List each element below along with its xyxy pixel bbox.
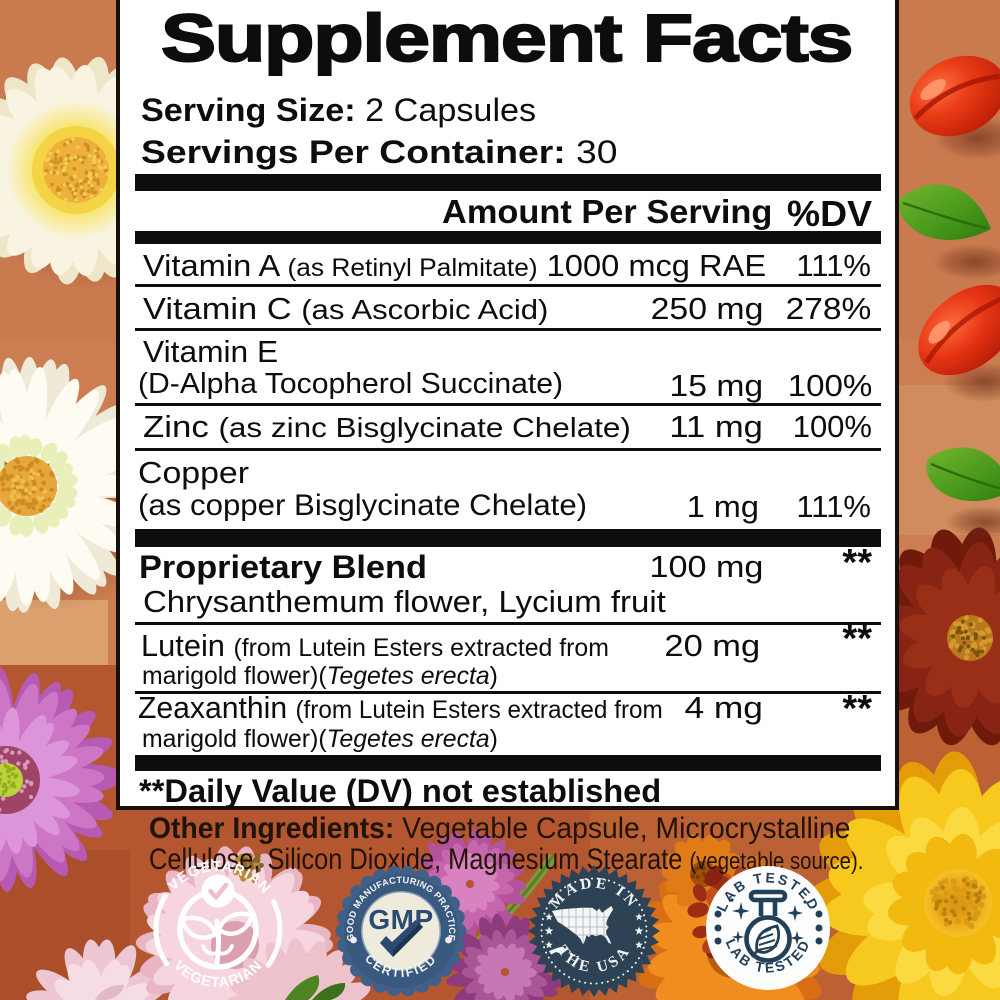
svg-text:GMP: GMP	[368, 904, 433, 935]
